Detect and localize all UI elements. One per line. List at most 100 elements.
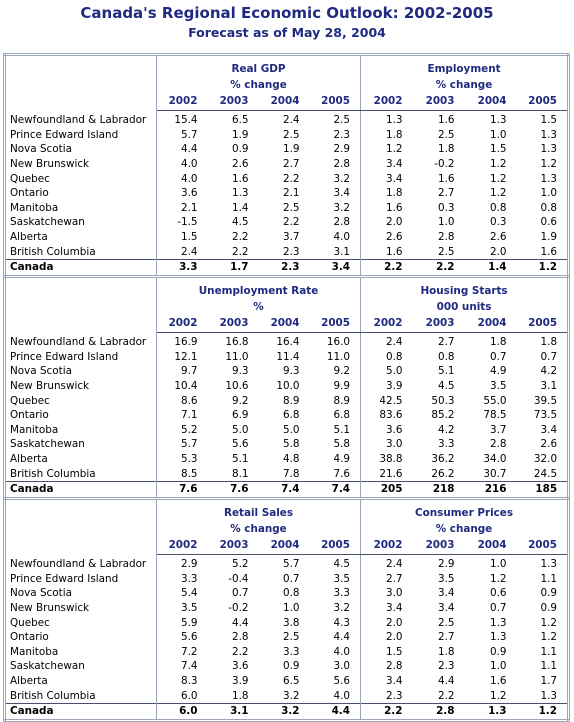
value-cell: 6.9: [231, 409, 249, 422]
value-cell: 1.8: [231, 689, 249, 702]
region-name: Canada: [4, 258, 157, 278]
data-row: Saskatchewan -1.5 4.5 2.2 2.8 2.0 1.0 0.3 0.6: [4, 215, 569, 230]
corner-cell: [4, 498, 157, 555]
value-cell: 2.5: [282, 631, 300, 644]
region-name: Saskatchewan: [4, 437, 157, 452]
value-cell: 2.6: [489, 231, 507, 244]
value-cell: 2.1: [282, 187, 300, 200]
value-cell: 21.6: [379, 467, 403, 480]
data-row: Newfoundland & Labrador 2.9 5.2 5.7 4.5 2.4 2.…: [4, 554, 569, 572]
value-cell: -0.4: [228, 572, 249, 585]
value-cell: 4.0: [309, 229, 362, 245]
value-cell: 7.4: [180, 660, 198, 673]
value-cell: 2.3: [437, 660, 455, 673]
year-header: 2003: [207, 92, 259, 111]
value-cell: 7.4: [258, 480, 310, 500]
panel-title-row: Real GDP Employment: [4, 54, 569, 111]
region-name: New Brunswick: [4, 156, 157, 172]
value-cell: 3.8: [282, 616, 300, 629]
value-cell: 205: [360, 480, 413, 500]
value-cell: 5.6: [309, 673, 361, 689]
value-cell: 1.1: [540, 572, 557, 585]
data-row: Ontario 3.6 1.3 2.1 3.4 1.8 2.7 1.2 1.0: [4, 185, 569, 201]
value-cell: 2.4: [385, 336, 403, 349]
value-cell: 4.0: [309, 688, 361, 704]
value-cell: 3.7: [489, 423, 507, 436]
value-cell: 6.0: [156, 702, 208, 722]
value-cell: 5.0: [231, 423, 249, 436]
value-cell: 3.7: [282, 231, 300, 244]
year-header: 2005: [516, 535, 569, 555]
value-cell: 1.3: [540, 172, 558, 185]
data-table: Retail Sales Consumer Prices% change% cha…: [3, 496, 570, 722]
value-cell: 3.9: [385, 380, 403, 393]
value-cell: 1.3: [540, 143, 558, 156]
value-cell: 2.6: [231, 158, 249, 171]
value-cell: 0.3: [489, 216, 507, 229]
value-cell: -0.2: [434, 158, 455, 171]
value-cell: 1.2: [540, 158, 558, 171]
value-cell: 0.7: [231, 587, 249, 600]
value-cell: 7.4: [309, 480, 362, 500]
value-cell: 1.9: [282, 143, 300, 156]
value-cell: 10.6: [225, 380, 249, 393]
data-table: Real GDP Employment% change% change 2002 20…: [3, 53, 571, 278]
region-name: Manitoba: [4, 644, 157, 660]
value-cell: 8.6: [180, 394, 198, 407]
value-cell: 1.8: [385, 128, 403, 141]
header: Canada's Regional Economic Outlook: 2002…: [0, 0, 574, 42]
value-cell: 1.0: [540, 187, 558, 200]
value-cell: 1.7: [540, 674, 557, 687]
value-cell: 2.9: [180, 558, 198, 571]
year-header: 2003: [412, 535, 465, 555]
value-cell: 1.5: [385, 645, 403, 658]
region-name: Manitoba: [4, 422, 157, 438]
value-cell: 4.4: [437, 674, 455, 687]
value-cell: 0.9: [540, 601, 557, 614]
title: Canada's Regional Economic Outlook: 2002…: [80, 4, 494, 22]
value-cell: 0.7: [489, 601, 507, 614]
value-cell: 3.3: [437, 438, 455, 451]
region-name: Nova Scotia: [4, 142, 157, 157]
value-cell: 0.8: [385, 350, 403, 363]
value-cell: 2.2: [360, 702, 413, 722]
unit-row: % 000 units: [5, 299, 569, 314]
value-cell: 55.0: [483, 394, 507, 407]
value-cell: 1.5: [489, 143, 507, 156]
value-cell: 2.6: [385, 231, 403, 244]
value-cell: 4.4: [180, 143, 198, 156]
year-row: 2002 2003 2004 2005 2002 2003 2004 2005: [5, 313, 569, 333]
value-cell: 2.9: [437, 558, 455, 571]
value-cell: 5.0: [282, 423, 300, 436]
region-name: Quebec: [4, 615, 157, 630]
value-cell: 3.6: [180, 187, 198, 200]
value-cell: 2.7: [385, 572, 403, 585]
value-cell: 1.2: [489, 187, 507, 200]
value-cell: 1.1: [540, 660, 557, 673]
total-row: Canada 3.3 1.7 2.3 3.4 2.2 2.2 1.4 1.2: [4, 258, 569, 278]
value-cell: 1.3: [385, 114, 403, 127]
total-row: Canada 6.0 3.1 3.2 4.4 2.2 2.8 1.3 1.2: [4, 702, 569, 722]
value-cell: 1.8: [385, 187, 403, 200]
value-cell: 7.1: [180, 409, 198, 422]
data-row: Manitoba 5.2 5.0 5.0 5.1 3.6 4.2 3.7 3.4: [4, 422, 569, 438]
value-cell: 218: [412, 480, 465, 500]
year-header: 2004: [258, 92, 310, 111]
value-cell: 39.5: [533, 394, 558, 407]
region-name: Saskatchewan: [4, 215, 157, 230]
value-cell: 2.8: [385, 660, 403, 673]
region-name: Nova Scotia: [4, 586, 157, 601]
year-header: 2003: [412, 313, 465, 333]
value-cell: 3.1: [540, 380, 558, 393]
value-cell: 4.4: [309, 629, 361, 645]
value-cell: 2.5: [309, 110, 362, 128]
value-cell: 2.3: [258, 258, 310, 278]
value-cell: 1.6: [437, 172, 455, 185]
value-cell: 0.8: [437, 350, 455, 363]
value-cell: 11.0: [309, 349, 362, 365]
value-cell: 3.5: [309, 571, 361, 587]
region-name: New Brunswick: [4, 600, 157, 616]
value-cell: 1.0: [282, 601, 300, 614]
value-cell: 1.7: [207, 258, 259, 278]
